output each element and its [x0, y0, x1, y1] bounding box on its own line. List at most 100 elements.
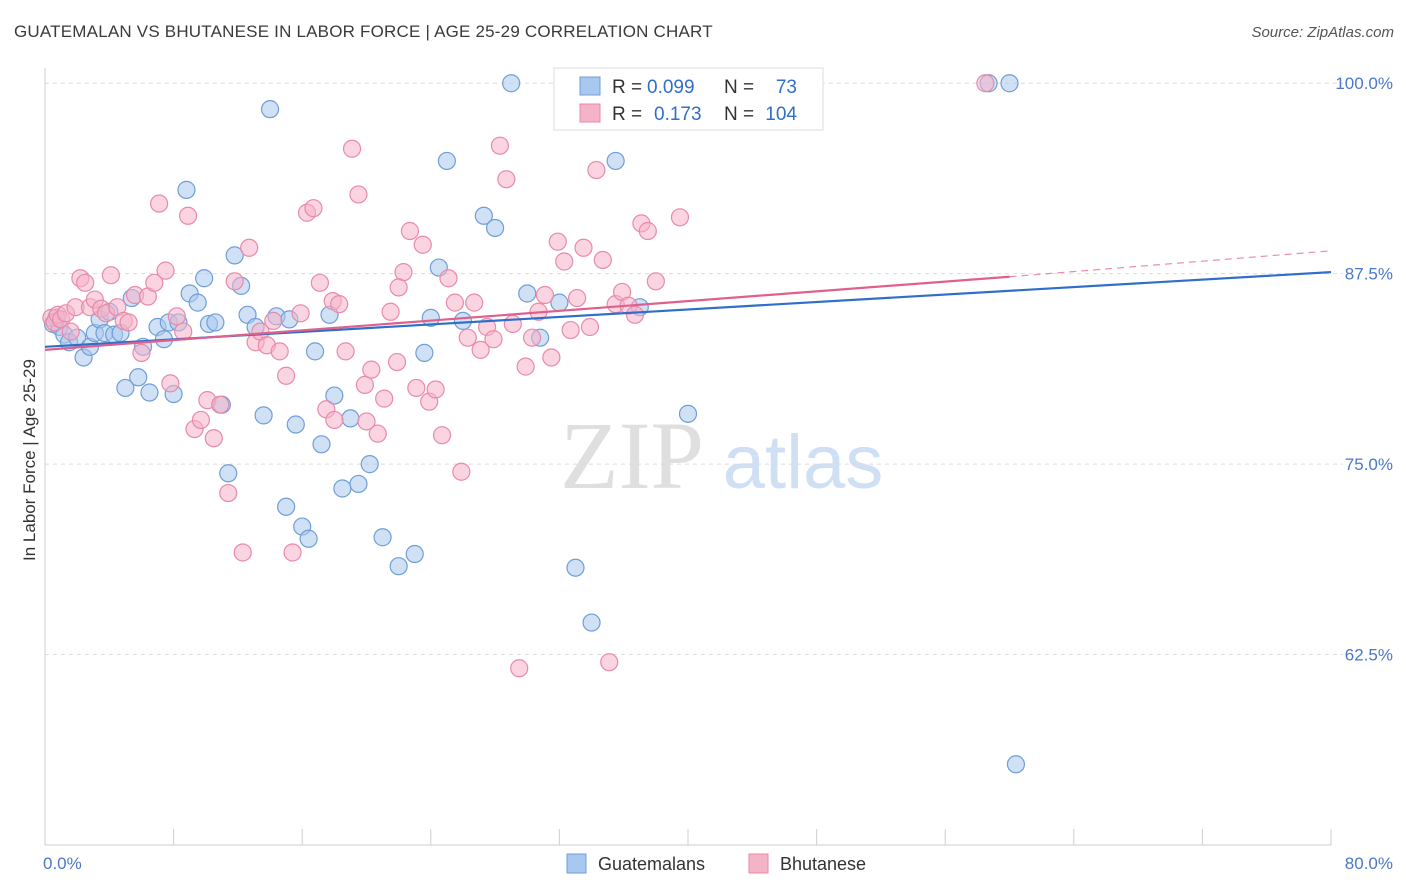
point-guatemalans: [188, 293, 207, 312]
point-bhutanese: [375, 389, 394, 408]
bottom-legend-label-bhutanese: Bhutanese: [780, 854, 866, 874]
point-bhutanese: [342, 139, 362, 158]
point-guatemalans: [606, 151, 625, 171]
point-guatemalans: [260, 100, 280, 119]
point-bhutanese: [976, 74, 995, 93]
point-bhutanese: [355, 375, 374, 394]
point-bhutanese: [542, 348, 561, 367]
bottom-legend-swatch-guatemalans: [566, 853, 587, 874]
point-bhutanese: [555, 252, 574, 271]
correlation-legend: R = 0.099 N = 73 R = 0.173 N = 104: [553, 67, 824, 131]
legend-r-value-2: 0.173: [654, 104, 702, 125]
point-bhutanese: [394, 263, 413, 282]
point-guatemalans: [360, 455, 379, 474]
point-guatemalans: [195, 269, 214, 288]
point-bhutanese: [304, 199, 323, 218]
point-guatemalans: [299, 529, 318, 548]
point-guatemalans: [421, 308, 440, 327]
point-bhutanese: [452, 462, 471, 481]
point-guatemalans: [518, 284, 537, 303]
point-bhutanese: [490, 136, 510, 155]
point-bhutanese: [233, 543, 252, 562]
point-guatemalans: [437, 151, 456, 171]
point-bhutanese: [225, 272, 244, 291]
point-bhutanese: [357, 412, 376, 431]
point-guatemalans: [1000, 74, 1019, 93]
point-bhutanese: [510, 659, 529, 678]
point-guatemalans: [225, 246, 244, 265]
point-bhutanese: [445, 293, 465, 312]
x-tick-label-min: 0.0%: [43, 854, 82, 873]
point-bhutanese: [458, 328, 477, 347]
point-bhutanese: [503, 314, 522, 334]
point-guatemalans: [566, 558, 585, 577]
point-guatemalans: [373, 528, 392, 547]
point-bhutanese: [465, 293, 484, 312]
point-guatemalans: [286, 415, 305, 434]
point-bhutanese: [204, 429, 223, 448]
point-bhutanese: [407, 378, 426, 398]
point-bhutanese: [310, 273, 329, 292]
point-guatemalans: [678, 404, 698, 423]
point-bhutanese: [625, 305, 645, 324]
point-bhutanese: [277, 366, 296, 385]
legend-n-label-1: N =: [724, 77, 754, 98]
point-guatemalans: [325, 386, 344, 405]
point-bhutanese: [471, 340, 490, 359]
point-bhutanese: [389, 278, 408, 297]
point-guatemalans: [116, 378, 135, 398]
point-bhutanese: [561, 320, 580, 340]
legend-swatch-bhutanese: [579, 103, 601, 123]
legend-n-label-2: N =: [724, 104, 754, 125]
point-bhutanese: [325, 410, 344, 430]
point-bhutanese: [349, 185, 368, 204]
trend-line-bhutanese-extension: [1009, 250, 1332, 278]
point-bhutanese: [362, 360, 381, 379]
point-guatemalans: [177, 180, 196, 199]
legend-r-label-2: R =: [612, 104, 642, 125]
bottom-legend-swatch-bhutanese: [748, 853, 769, 874]
point-guatemalans: [349, 474, 368, 494]
point-guatemalans: [305, 342, 325, 361]
chart-source: Source: ZipAtlas.com: [1251, 24, 1394, 41]
point-bhutanese: [178, 206, 198, 225]
point-bhutanese: [600, 653, 619, 672]
point-bhutanese: [426, 380, 445, 399]
y-tick-label: 62.5%: [1345, 646, 1393, 665]
point-bhutanese: [567, 288, 587, 308]
point-bhutanese: [574, 238, 593, 257]
point-bhutanese: [670, 208, 690, 227]
point-bhutanese: [211, 395, 230, 414]
point-bhutanese: [167, 307, 186, 326]
trend-line-bhutanese: [44, 275, 1010, 351]
point-bhutanese: [219, 483, 238, 503]
y-axis-tick-labels: 62.5% 75.0% 87.5% 100.0%: [1335, 74, 1393, 664]
legend-r-value-1: 0.099: [647, 77, 695, 98]
y-tick-label: 75.0%: [1345, 455, 1393, 474]
point-guatemalans: [389, 557, 408, 576]
point-guatemalans: [277, 497, 296, 516]
watermark-zip: ZIP: [560, 402, 704, 509]
point-bhutanese: [150, 194, 169, 213]
point-guatemalans: [582, 613, 601, 632]
grid-lines: [45, 82, 1343, 656]
y-tick-label: 100.0%: [1335, 74, 1393, 93]
legend-n-value-2: 104: [765, 104, 797, 125]
series-bhutanese: [42, 74, 995, 678]
y-tick-label: 87.5%: [1345, 265, 1393, 284]
point-bhutanese: [145, 273, 164, 292]
series-legend: Guatemalans Bhutanese: [566, 853, 866, 874]
point-bhutanese: [484, 330, 503, 349]
point-bhutanese: [413, 235, 432, 254]
point-bhutanese: [646, 272, 665, 291]
watermark-atlas: atlas: [723, 420, 884, 505]
point-bhutanese: [240, 238, 259, 257]
point-bhutanese: [535, 285, 555, 305]
point-guatemalans: [312, 435, 331, 454]
point-bhutanese: [580, 317, 600, 337]
point-guatemalans: [333, 479, 352, 498]
point-bhutanese: [156, 261, 175, 280]
point-bhutanese: [368, 424, 387, 443]
point-guatemalans: [502, 74, 521, 93]
